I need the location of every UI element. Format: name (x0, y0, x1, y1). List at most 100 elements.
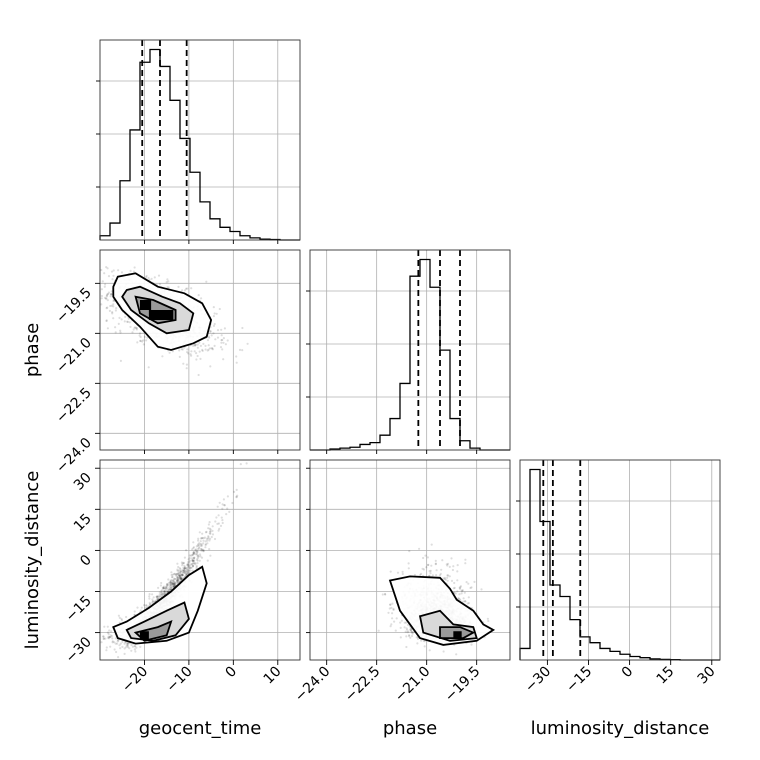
scatter-point (192, 557, 195, 560)
scatter-point (117, 614, 120, 617)
scatter-point (173, 582, 176, 586)
scatter-point (172, 582, 175, 585)
scatter-point (163, 591, 166, 594)
scatter-point (144, 276, 148, 279)
scatter-point (220, 339, 223, 342)
scatter-point (105, 319, 108, 323)
scatter-point (108, 636, 111, 639)
scatter-point (169, 580, 172, 583)
scatter-point (119, 329, 122, 332)
scatter-point (439, 572, 442, 576)
scatter-point (176, 562, 179, 565)
scatter-point (179, 577, 182, 580)
scatter-point (106, 267, 109, 270)
scatter-point (110, 630, 113, 633)
scatter-point (178, 575, 181, 578)
scatter-point (120, 318, 123, 321)
scatter-point (202, 550, 205, 553)
scatter-point (127, 646, 130, 649)
scatter-point (183, 567, 186, 570)
tick-label-phase: −21.0 (392, 664, 434, 706)
scatter-point (156, 595, 159, 598)
scatter-point (186, 569, 189, 573)
scatter-point (469, 586, 472, 590)
scatter-point (123, 320, 126, 323)
scatter-point (212, 306, 215, 309)
scatter-point (199, 357, 202, 360)
scatter-point (209, 330, 212, 333)
scatter-point (201, 549, 204, 552)
scatter-point (209, 528, 212, 531)
scatter-point (167, 590, 170, 593)
scatter-point (419, 573, 422, 577)
scatter-point (195, 564, 198, 568)
scatter-point (196, 354, 199, 358)
scatter-point (192, 344, 195, 347)
scatter-point (160, 590, 163, 593)
scatter-point (206, 349, 209, 352)
scatter-point (184, 572, 187, 575)
scatter-point (221, 521, 224, 525)
scatter-point (110, 304, 113, 307)
scatter-point (172, 585, 175, 588)
scatter-point (204, 543, 207, 547)
scatter-point (188, 557, 191, 560)
scatter-point (167, 286, 170, 289)
scatter-point (106, 625, 109, 628)
scatter-point (198, 546, 201, 549)
scatter-point (217, 514, 220, 517)
scatter-point (176, 576, 180, 580)
density-peak-cell (140, 631, 149, 640)
scatter-point (410, 634, 414, 638)
scatter-point (170, 573, 173, 577)
scatter-point (193, 552, 196, 555)
scatter-point (136, 606, 139, 609)
scatter-point (197, 554, 200, 557)
scatter-point (235, 496, 238, 499)
scatter-point (185, 549, 188, 552)
scatter-point (183, 289, 187, 292)
scatter-point (235, 361, 238, 364)
scatter-point (184, 567, 187, 570)
x-axis-label-phase: phase (383, 718, 437, 739)
scatter-point (187, 558, 190, 561)
scatter-point (148, 603, 151, 607)
y-axis-label-phase: phase (22, 323, 43, 377)
scatter-point (180, 561, 183, 564)
scatter-point (425, 566, 428, 569)
tick-label-luminosity_distance: 30 (695, 664, 719, 688)
scatter-point (458, 587, 462, 590)
scatter-point (171, 575, 174, 579)
scatter-point (100, 641, 103, 644)
scatter-point (194, 343, 197, 346)
scatter-point (205, 530, 208, 534)
scatter-point (177, 573, 180, 576)
scatter-point (174, 577, 177, 581)
scatter-point (157, 586, 160, 590)
scatter-point (212, 315, 215, 318)
scatter-point (174, 574, 177, 577)
scatter-point (156, 597, 159, 600)
scatter-point (193, 344, 197, 347)
scatter-point (214, 520, 217, 523)
scatter-point (135, 326, 138, 329)
scatter-point (144, 606, 147, 609)
tick-label-phase: −24.0 (292, 664, 334, 706)
scatter-point (105, 297, 108, 300)
scatter-point (195, 553, 199, 556)
scatter-point (176, 569, 179, 572)
scatter-point (189, 563, 192, 566)
scatter-point (209, 365, 212, 368)
scatter-point (409, 629, 413, 633)
scatter-point (207, 527, 210, 530)
tick-label-phase: −22.5 (53, 385, 95, 427)
scatter-point (196, 562, 199, 565)
tick-label-phase: −22.5 (342, 664, 384, 706)
scatter-point (168, 583, 171, 586)
scatter-point (186, 564, 189, 567)
scatter-point (209, 537, 212, 540)
density-peak-cell (148, 310, 174, 320)
scatter-point (172, 584, 175, 587)
scatter-point (191, 560, 194, 563)
